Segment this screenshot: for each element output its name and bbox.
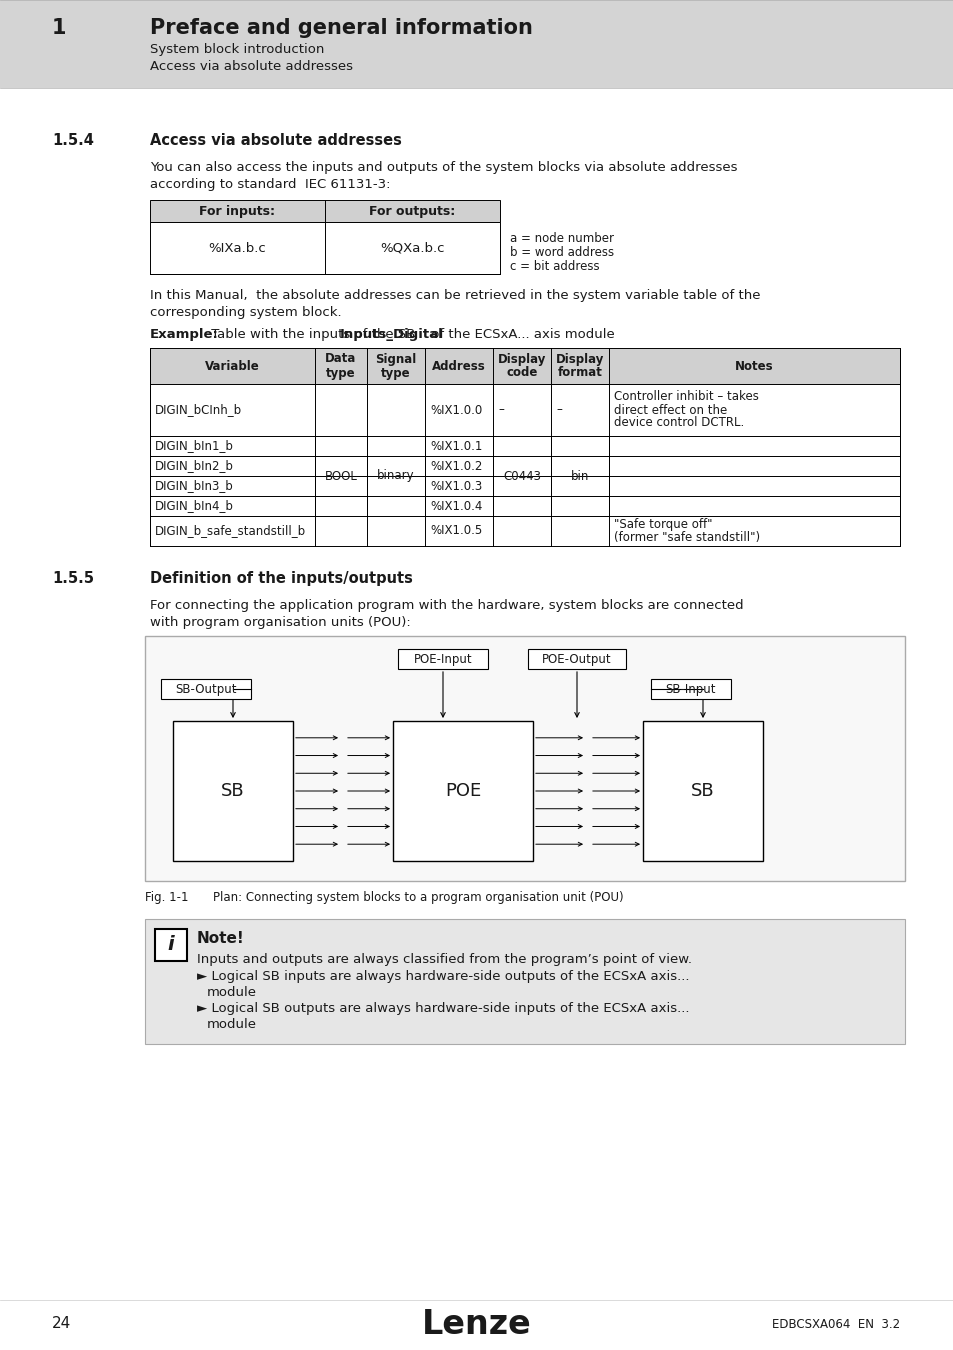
Text: b = word address: b = word address <box>510 246 614 259</box>
Text: (former "safe standstill"): (former "safe standstill") <box>614 531 760 544</box>
Text: SB: SB <box>691 782 714 801</box>
Text: code: code <box>506 366 537 379</box>
Bar <box>172 721 293 861</box>
Bar <box>145 636 904 882</box>
Text: DIGIN_bIn3_b: DIGIN_bIn3_b <box>154 479 233 493</box>
Bar <box>154 929 187 961</box>
Text: DIGIN_bIn2_b: DIGIN_bIn2_b <box>154 459 233 472</box>
Text: DIGIN_b_safe_standstill_b: DIGIN_b_safe_standstill_b <box>154 525 306 537</box>
Text: module: module <box>207 986 256 999</box>
Text: Address: Address <box>432 359 485 373</box>
Bar <box>150 221 499 274</box>
Text: device control DCTRL.: device control DCTRL. <box>614 417 743 429</box>
Text: For inputs:: For inputs: <box>199 204 275 217</box>
Text: Table with the inputs of the SB: Table with the inputs of the SB <box>207 328 419 342</box>
Text: In this Manual,  the absolute addresses can be retrieved in the system variable : In this Manual, the absolute addresses c… <box>150 289 760 302</box>
Text: Controller inhibit – takes: Controller inhibit – takes <box>614 390 758 404</box>
Text: –: – <box>497 404 503 417</box>
Bar <box>145 919 904 1044</box>
Text: Lenze: Lenze <box>421 1308 532 1341</box>
Text: System block introduction: System block introduction <box>150 43 324 55</box>
Bar <box>150 495 899 516</box>
Bar <box>161 679 251 699</box>
Text: %IX1.0.4: %IX1.0.4 <box>430 500 482 513</box>
Bar <box>150 516 899 545</box>
Text: BOOL: BOOL <box>324 470 357 482</box>
Text: of the ECSxA... axis module: of the ECSxA... axis module <box>427 328 614 342</box>
Text: Fig. 1-1: Fig. 1-1 <box>145 891 189 904</box>
Bar <box>642 721 762 861</box>
Bar <box>397 649 488 670</box>
Text: with program organisation units (POU):: with program organisation units (POU): <box>150 616 411 629</box>
Text: For outputs:: For outputs: <box>369 204 456 217</box>
Text: Example:: Example: <box>150 328 218 342</box>
Text: DIGIN_bCInh_b: DIGIN_bCInh_b <box>154 404 242 417</box>
Text: Inputs and outputs are always classified from the program’s point of view.: Inputs and outputs are always classified… <box>196 953 691 967</box>
Text: Notes: Notes <box>735 359 773 373</box>
Text: SB-Input: SB-Input <box>665 683 716 695</box>
Bar <box>150 456 899 477</box>
Text: %IX1.0.1: %IX1.0.1 <box>430 440 482 452</box>
Text: DIGIN_bIn1_b: DIGIN_bIn1_b <box>154 440 233 452</box>
Text: corresponding system block.: corresponding system block. <box>150 306 341 319</box>
Text: Variable: Variable <box>205 359 259 373</box>
Bar <box>150 200 499 221</box>
Text: format: format <box>557 366 601 379</box>
Text: EDBCSXA064  EN  3.2: EDBCSXA064 EN 3.2 <box>771 1318 899 1331</box>
Text: according to standard  IEC 61131-3:: according to standard IEC 61131-3: <box>150 178 390 190</box>
Text: %IX1.0.3: %IX1.0.3 <box>430 479 482 493</box>
Text: POE: POE <box>444 782 480 801</box>
Bar <box>527 649 625 670</box>
Text: %QXa.b.c: %QXa.b.c <box>380 242 444 255</box>
Text: Access via absolute addresses: Access via absolute addresses <box>150 134 401 148</box>
Bar <box>150 436 899 456</box>
Bar <box>650 679 730 699</box>
Bar <box>393 721 533 861</box>
Text: You can also access the inputs and outputs of the system blocks via absolute add: You can also access the inputs and outpu… <box>150 161 737 174</box>
Text: 1.5.5: 1.5.5 <box>52 571 94 586</box>
Text: binary: binary <box>376 470 415 482</box>
Text: SB-Output: SB-Output <box>175 683 236 695</box>
Text: POE-Input: POE-Input <box>414 652 472 666</box>
Text: POE-Output: POE-Output <box>541 652 611 666</box>
Text: i: i <box>168 936 174 954</box>
Text: Access via absolute addresses: Access via absolute addresses <box>150 59 353 73</box>
Text: –: – <box>556 404 561 417</box>
Text: Preface and general information: Preface and general information <box>150 18 533 38</box>
Text: a = node number: a = node number <box>510 232 614 244</box>
Text: Display: Display <box>556 352 603 366</box>
Text: SB: SB <box>221 782 245 801</box>
Text: For connecting the application program with the hardware, system blocks are conn: For connecting the application program w… <box>150 599 742 612</box>
Text: bin: bin <box>570 470 589 482</box>
Text: Display: Display <box>497 352 546 366</box>
Text: "Safe torque off": "Safe torque off" <box>614 518 712 531</box>
Bar <box>0 0 953 88</box>
Text: DIGIN_bIn4_b: DIGIN_bIn4_b <box>154 500 233 513</box>
Text: direct effect on the: direct effect on the <box>614 404 726 417</box>
Text: type: type <box>326 366 355 379</box>
Text: ► Logical SB outputs are always hardware-side inputs of the ECSxA axis...: ► Logical SB outputs are always hardware… <box>196 1002 689 1015</box>
Text: 1.5.4: 1.5.4 <box>52 134 93 148</box>
Text: Note!: Note! <box>196 931 245 946</box>
Text: module: module <box>207 1018 256 1031</box>
Text: 24: 24 <box>52 1316 71 1331</box>
Text: type: type <box>381 366 411 379</box>
Text: c = bit address: c = bit address <box>510 261 599 273</box>
Bar <box>150 348 899 383</box>
Text: %IX1.0.5: %IX1.0.5 <box>430 525 482 537</box>
Text: %IXa.b.c: %IXa.b.c <box>209 242 266 255</box>
Text: Definition of the inputs/outputs: Definition of the inputs/outputs <box>150 571 413 586</box>
Text: C0443: C0443 <box>502 470 540 482</box>
Text: Plan: Connecting system blocks to a program organisation unit (POU): Plan: Connecting system blocks to a prog… <box>213 891 623 904</box>
Text: ► Logical SB inputs are always hardware-side outputs of the ECSxA axis...: ► Logical SB inputs are always hardware-… <box>196 971 689 983</box>
Text: %IX1.0.2: %IX1.0.2 <box>430 459 482 472</box>
Bar <box>150 383 899 436</box>
Text: 1: 1 <box>52 18 67 38</box>
Text: Signal: Signal <box>375 352 416 366</box>
Bar <box>150 477 899 495</box>
Text: %IX1.0.0: %IX1.0.0 <box>430 404 482 417</box>
Text: Inputs_Digital: Inputs_Digital <box>339 328 443 342</box>
Text: Data: Data <box>325 352 356 366</box>
